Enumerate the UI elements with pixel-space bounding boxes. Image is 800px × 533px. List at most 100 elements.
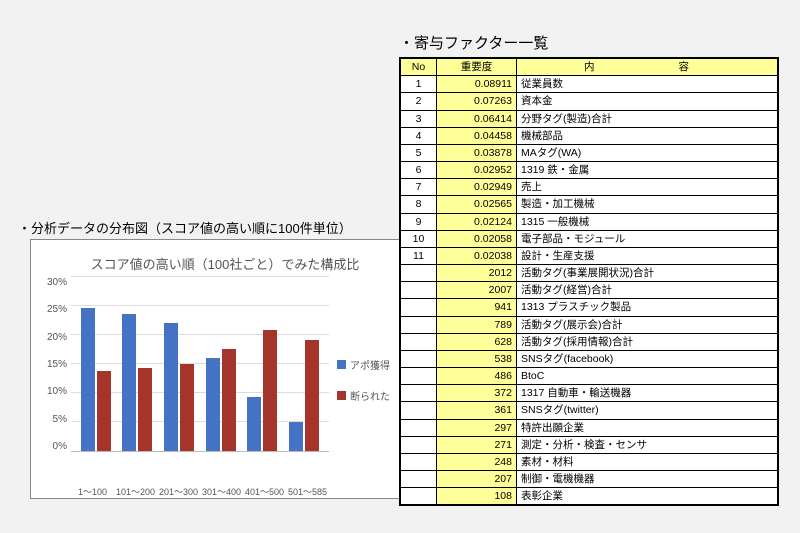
y-tick-label: 10% (41, 386, 67, 397)
table-row: 361SNSタグ(twitter) (401, 402, 778, 419)
table-row: 207制御・電機機器 (401, 471, 778, 488)
bar (305, 340, 319, 451)
bar (97, 371, 111, 452)
bar (164, 323, 178, 451)
cell-no (401, 368, 437, 385)
cell-desc: 電子部品・モジュール (517, 230, 778, 247)
cell-desc: 測定・分析・検査・センサ (517, 436, 778, 453)
table-row: 789活動タグ(展示会)合計 (401, 316, 778, 333)
cell-no (401, 282, 437, 299)
table-row: 2007活動タグ(経営)合計 (401, 282, 778, 299)
bar (247, 397, 261, 451)
cell-no (401, 488, 437, 505)
table-row: 10.08911従業員数 (401, 76, 778, 93)
table-row: 297特許出願企業 (401, 419, 778, 436)
legend-label: アポ獲得 (350, 357, 390, 372)
chart-title: スコア値の高い順（100社ごと）でみた構成比 (41, 254, 409, 273)
table-row: 628活動タグ(採用情報)合計 (401, 333, 778, 350)
bar-group (247, 330, 277, 451)
bar (122, 314, 136, 451)
y-tick-label: 0% (41, 441, 67, 452)
table-section-title: ・寄与ファクター一覧 (399, 32, 548, 53)
cell-desc: 活動タグ(採用情報)合計 (517, 333, 778, 350)
x-tick-label: 101～200 (114, 485, 157, 498)
cell-desc: 分野タグ(製造)合計 (517, 110, 778, 127)
table-row: 100.02058電子部品・モジュール (401, 230, 778, 247)
cell-importance: 0.02949 (437, 179, 517, 196)
cell-importance: 0.02565 (437, 196, 517, 213)
cell-importance: 108 (437, 488, 517, 505)
cell-desc: 設計・生産支援 (517, 247, 778, 264)
cell-desc: 機械部品 (517, 127, 778, 144)
cell-desc: 売上 (517, 179, 778, 196)
bar-group (206, 349, 236, 451)
bar (263, 330, 277, 451)
cell-no: 2 (401, 93, 437, 110)
cell-importance: 0.02058 (437, 230, 517, 247)
cell-desc: 資本金 (517, 93, 778, 110)
cell-desc: 活動タグ(事業展開状況)合計 (517, 265, 778, 282)
cell-importance: 2012 (437, 265, 517, 282)
cell-no (401, 402, 437, 419)
table-row: 271測定・分析・検査・センサ (401, 436, 778, 453)
cell-no (401, 265, 437, 282)
cell-importance: 361 (437, 402, 517, 419)
bar (81, 308, 95, 451)
cell-no: 6 (401, 162, 437, 179)
cell-desc: 1317 自動車・輸送機器 (517, 385, 778, 402)
cell-importance: 0.02124 (437, 213, 517, 230)
y-tick-label: 15% (41, 359, 67, 370)
cell-importance: 0.02952 (437, 162, 517, 179)
y-tick-label: 30% (41, 277, 67, 288)
bar (206, 358, 220, 451)
bar (222, 349, 236, 451)
cell-importance: 0.07263 (437, 93, 517, 110)
x-tick-label: 501～585 (286, 485, 329, 498)
cell-no: 11 (401, 247, 437, 264)
bar-group (289, 340, 319, 451)
cell-desc: 特許出願企業 (517, 419, 778, 436)
cell-desc: 製造・加工機械 (517, 196, 778, 213)
distribution-chart: スコア値の高い順（100社ごと）でみた構成比 30%25%20%15%10%5%… (30, 239, 420, 499)
x-tick-label: 201～300 (157, 485, 200, 498)
x-axis: 1～100101～200201～300301～400401～500501～585 (71, 482, 329, 498)
cell-desc: 制御・電機機器 (517, 471, 778, 488)
cell-no (401, 316, 437, 333)
bar (180, 364, 194, 452)
table-row: 248素材・材料 (401, 453, 778, 470)
bar-group (81, 308, 111, 451)
chart-legend: アポ獲得断られた (329, 277, 409, 482)
cell-desc: 表彰企業 (517, 488, 778, 505)
col-header-importance: 重要度 (437, 59, 517, 76)
legend-swatch (337, 360, 346, 369)
x-tick-label: 301～400 (200, 485, 243, 498)
table-body: 10.08911従業員数20.07263資本金30.06414分野タグ(製造)合… (401, 76, 778, 505)
cell-no (401, 299, 437, 316)
cell-importance: 628 (437, 333, 517, 350)
table-row: 3721317 自動車・輸送機器 (401, 385, 778, 402)
col-header-no: No (401, 59, 437, 76)
table-row: 90.021241315 一般機械 (401, 213, 778, 230)
cell-importance: 0.08911 (437, 76, 517, 93)
cell-no: 8 (401, 196, 437, 213)
cell-desc: 活動タグ(展示会)合計 (517, 316, 778, 333)
y-tick-label: 5% (41, 414, 67, 425)
cell-desc: 1313 プラスチック製品 (517, 299, 778, 316)
cell-importance: 486 (437, 368, 517, 385)
cell-no: 9 (401, 213, 437, 230)
cell-desc: 従業員数 (517, 76, 778, 93)
table-row: 9411313 プラスチック製品 (401, 299, 778, 316)
table-row: 40.04458機械部品 (401, 127, 778, 144)
cell-desc: SNSタグ(twitter) (517, 402, 778, 419)
cell-no (401, 385, 437, 402)
cell-no: 4 (401, 127, 437, 144)
cell-desc: SNSタグ(facebook) (517, 350, 778, 367)
table-row: 538SNSタグ(facebook) (401, 350, 778, 367)
cell-desc: 1315 一般機械 (517, 213, 778, 230)
cell-importance: 271 (437, 436, 517, 453)
cell-importance: 0.03878 (437, 144, 517, 161)
table-row: 110.02038設計・生産支援 (401, 247, 778, 264)
table-row: 60.029521319 鉄・金属 (401, 162, 778, 179)
cell-no: 1 (401, 76, 437, 93)
cell-importance: 538 (437, 350, 517, 367)
